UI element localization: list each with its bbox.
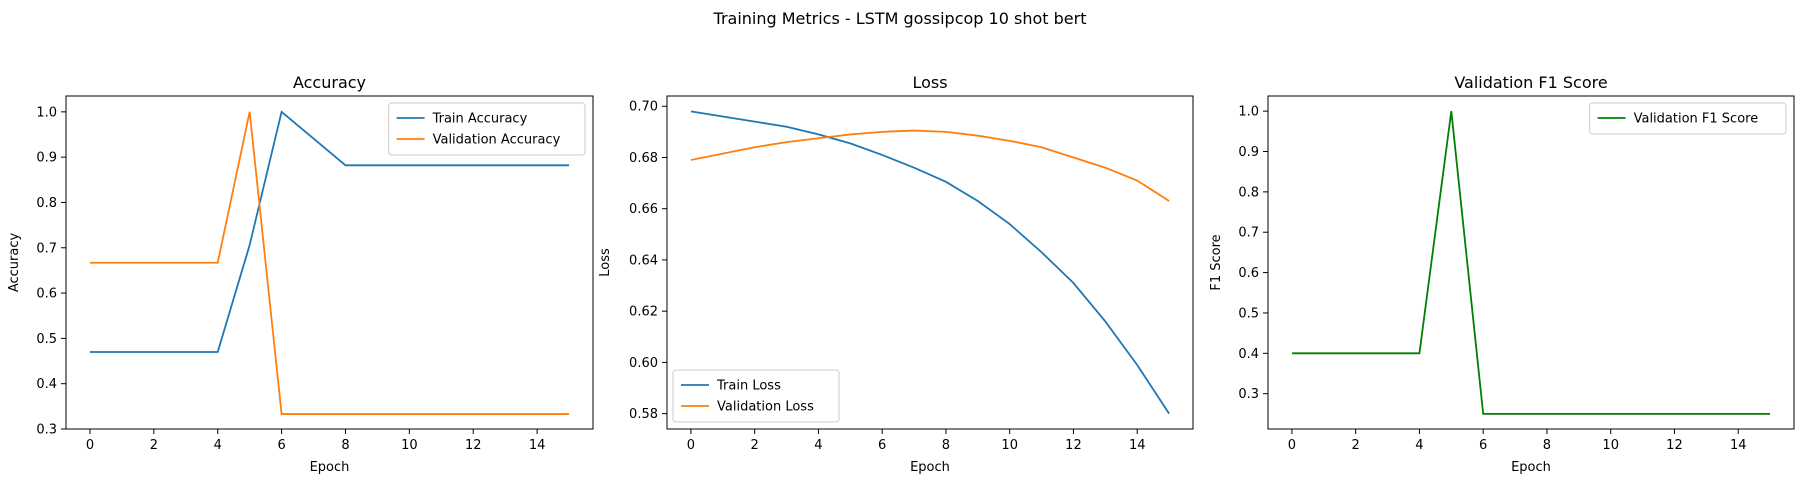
series-line-train-accuracy [89, 110, 570, 353]
legend: Train Loss Validation Loss [672, 369, 840, 423]
y-tick-label: 0.9 [36, 151, 57, 166]
y-tick-label: 0.6 [36, 287, 57, 302]
y-axis-label: Loss [598, 248, 613, 277]
y-tick-label: 0.5 [1238, 306, 1259, 321]
x-tick-label: 12 [465, 438, 482, 453]
x-tick-label: 2 [751, 438, 759, 453]
y-tick-label: 0.4 [1238, 347, 1259, 362]
x-tick-label: 14 [529, 438, 546, 453]
x-tick-label: 10 [1001, 438, 1018, 453]
legend-label: Train Loss [716, 379, 781, 394]
x-tick-label: 6 [277, 438, 285, 453]
y-tick-label: 0.7 [1238, 226, 1259, 241]
x-tick-label: 0 [687, 438, 695, 453]
x-tick-label: 10 [401, 438, 418, 453]
x-tick-label: 4 [1415, 438, 1423, 453]
x-tick-label: 2 [150, 438, 158, 453]
legend: Train Accuracy Validation Accuracy [388, 102, 586, 156]
series-line-validation-f1-score [1291, 111, 1771, 415]
chart-panel-1: Accuracy 0 2 4 6 8 10 12 14 0.3 0.4 0.5 0.6 0.7 0.8 0.9… [7, 73, 594, 475]
y-tick-label: 0.5 [36, 332, 57, 347]
x-tick-label: 6 [878, 438, 886, 453]
y-tick-label: 0.4 [36, 377, 57, 392]
figure-suptitle: Training Metrics - LSTM gossipcop 10 sho… [713, 9, 1087, 28]
series-line-train-loss [690, 110, 1170, 415]
y-tick-label: 0.6 [1238, 266, 1259, 281]
legend-label: Validation Loss [717, 400, 814, 415]
y-tick-label: 0.64 [629, 253, 658, 268]
y-tick-label: 0.8 [36, 196, 57, 211]
x-tick-label: 14 [1730, 438, 1747, 453]
x-tick-label: 14 [1129, 438, 1146, 453]
y-tick-label: 0.7 [36, 241, 57, 256]
legend: Validation F1 Score [1589, 102, 1787, 135]
x-axis-label: Epoch [1511, 460, 1551, 475]
y-tick-label: 0.3 [1238, 387, 1259, 402]
x-tick-label: 0 [1288, 438, 1296, 453]
y-tick-label: 0.60 [629, 356, 658, 371]
x-tick-label: 4 [814, 438, 822, 453]
y-axis-label: F1 Score [1209, 234, 1224, 290]
y-tick-label: 0.58 [629, 407, 658, 422]
y-tick-label: 0.3 [36, 423, 57, 438]
y-tick-label: 0.9 [1238, 145, 1259, 160]
x-tick-label: 12 [1065, 438, 1082, 453]
y-tick-label: 1.0 [36, 105, 57, 120]
series-line-validation-loss [690, 129, 1170, 202]
x-tick-label: 10 [1602, 438, 1619, 453]
x-tick-label: 8 [942, 438, 950, 453]
legend-label: Validation Accuracy [433, 133, 561, 148]
x-axis-label: Epoch [310, 460, 350, 475]
chart-panel-3: Validation F1 Score 0 2 4 6 8 10 12 14 0.3 0.4 0.5 0… [1209, 73, 1795, 475]
legend-label: Train Accuracy [432, 112, 528, 127]
y-tick-label: 0.66 [629, 202, 658, 217]
chart-title: Loss [912, 73, 947, 92]
x-tick-label: 2 [1352, 438, 1360, 453]
series-line-validation-accuracy [89, 111, 570, 415]
x-axis-label: Epoch [910, 460, 950, 475]
chart-title: Validation F1 Score [1454, 73, 1607, 92]
legend-box [672, 369, 840, 423]
chart-title: Accuracy [293, 73, 366, 92]
y-tick-label: 1.0 [1238, 105, 1259, 120]
x-tick-label: 8 [1543, 438, 1551, 453]
legend-box [388, 102, 586, 156]
y-axis-label: Accuracy [7, 233, 22, 293]
chart-panel-2: Loss 0 2 4 6 8 10 12 14 0.58 0.60 0.62 0.64 0.66 0.68 0… [598, 73, 1194, 475]
y-tick-label: 0.62 [629, 305, 658, 320]
x-tick-label: 12 [1666, 438, 1683, 453]
x-tick-label: 0 [86, 438, 94, 453]
x-tick-label: 8 [341, 438, 349, 453]
y-tick-label: 0.70 [629, 100, 658, 115]
y-tick-label: 0.68 [629, 151, 658, 166]
y-tick-label: 0.8 [1238, 185, 1259, 200]
x-tick-label: 4 [214, 438, 222, 453]
plot-area [1267, 95, 1795, 430]
legend-label: Validation F1 Score [1634, 112, 1759, 127]
x-tick-label: 6 [1479, 438, 1487, 453]
legend-box [1589, 102, 1787, 135]
